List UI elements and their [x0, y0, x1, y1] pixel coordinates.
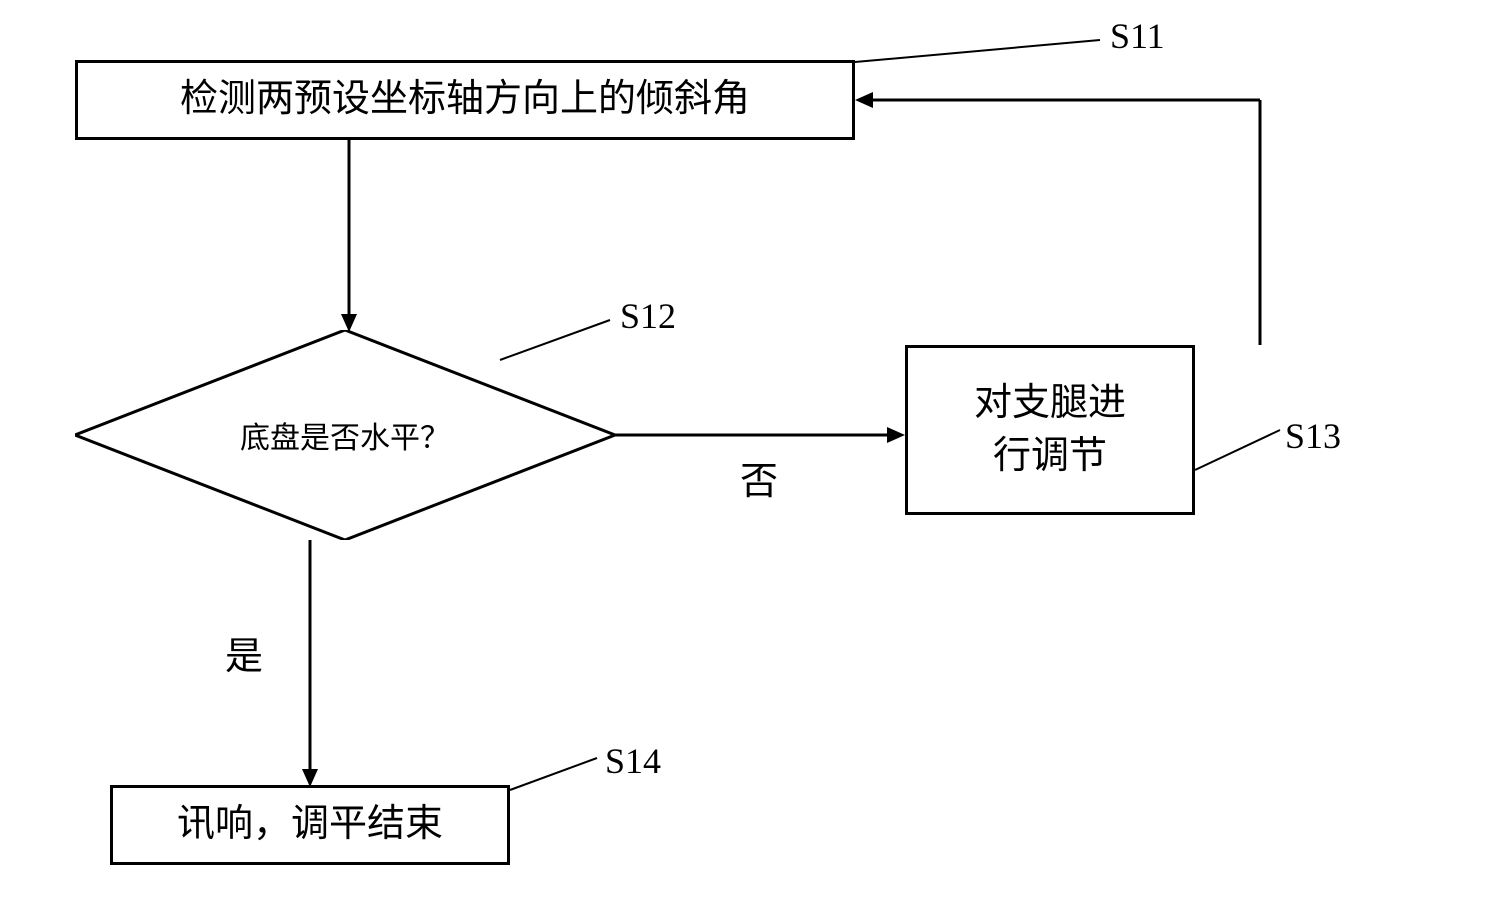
arrow-s13-s11	[850, 92, 1280, 352]
arrow-s12-s14	[302, 540, 318, 790]
edge-label-yes: 是	[225, 625, 263, 680]
label-s13-text: S13	[1285, 416, 1341, 456]
label-s11: S11	[1110, 15, 1165, 57]
edge-label-yes-text: 是	[225, 636, 263, 678]
label-s12: S12	[620, 295, 676, 337]
label-s12-text: S12	[620, 296, 676, 336]
step-s13-text: 对支腿进 行调节	[974, 377, 1126, 483]
step-s12-text-wrap: 底盘是否水平？	[75, 330, 615, 540]
label-s14: S14	[605, 740, 661, 782]
step-s12-diamond: 底盘是否水平？	[75, 330, 615, 540]
flowchart-container: 检测两预设坐标轴方向上的倾斜角 底盘是否水平？ 对支腿进 行调节 讯响，调平结束…	[0, 0, 1500, 924]
step-s13-box: 对支腿进 行调节	[905, 345, 1195, 515]
label-s11-text: S11	[1110, 16, 1165, 56]
label-s14-text: S14	[605, 741, 661, 781]
step-s14-text: 讯响，调平结束	[177, 798, 443, 851]
step-s11-box: 检测两预设坐标轴方向上的倾斜角	[75, 60, 855, 140]
step-s12-text: 底盘是否水平？	[240, 413, 450, 457]
step-s11-text: 检测两预设坐标轴方向上的倾斜角	[180, 73, 750, 126]
arrow-s12-s13	[615, 427, 907, 443]
step-s14-box: 讯响，调平结束	[110, 785, 510, 865]
edge-label-no: 否	[740, 450, 778, 505]
edge-label-no-text: 否	[740, 461, 778, 503]
label-s13: S13	[1285, 415, 1341, 457]
arrow-s11-s12	[341, 140, 357, 335]
